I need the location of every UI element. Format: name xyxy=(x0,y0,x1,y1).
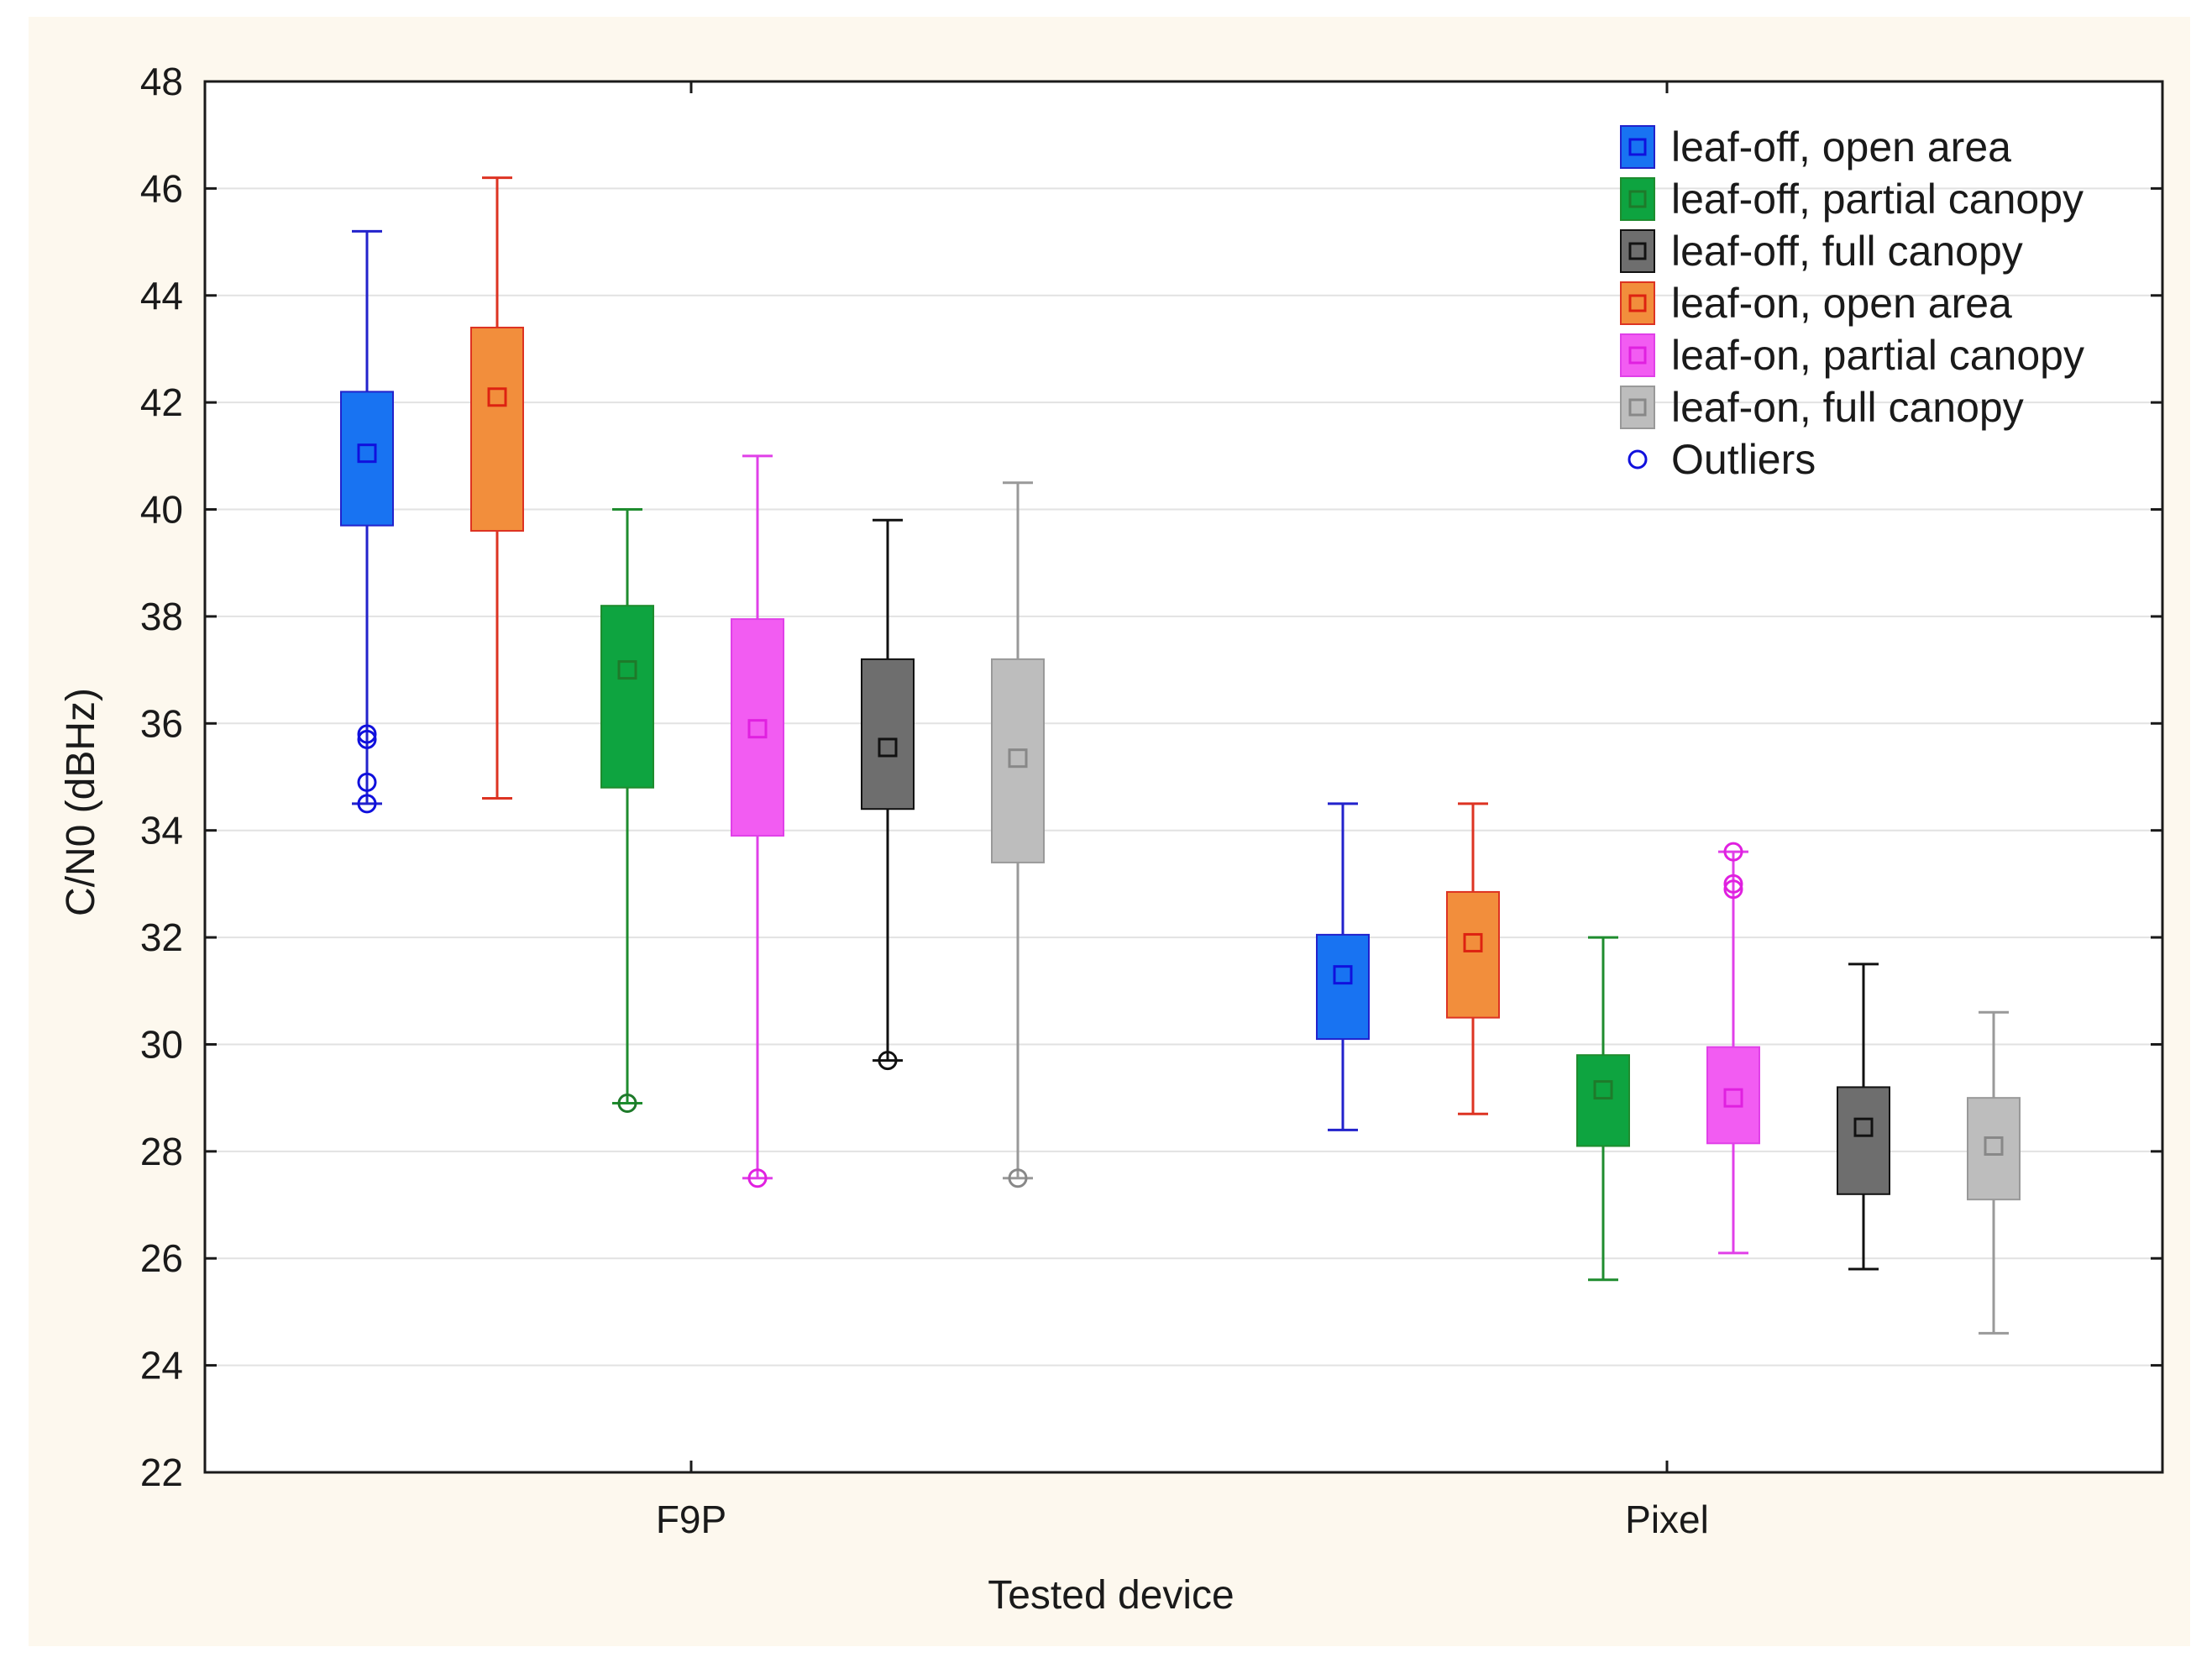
y-tick-label: 28 xyxy=(140,1130,183,1173)
legend-label: leaf-off, open area xyxy=(1671,123,2011,170)
outlier-point xyxy=(747,1168,768,1188)
y-axis-title: C/N0 (dBHz) xyxy=(59,688,103,916)
box-body xyxy=(731,618,784,837)
outlier-point xyxy=(617,1094,637,1114)
box-pixel xyxy=(1576,936,1630,1282)
y-tick-label: 48 xyxy=(140,60,183,103)
legend-label: leaf-off, partial canopy xyxy=(1671,176,2084,223)
y-tick-label: 36 xyxy=(140,701,183,745)
box-pixel xyxy=(1706,842,1760,1255)
box-f9p xyxy=(600,508,654,1114)
mean-marker xyxy=(617,660,637,680)
box-pixel xyxy=(1837,963,1890,1271)
legend-swatch xyxy=(1620,125,1655,169)
grid-lines xyxy=(205,187,2162,1367)
legend-outlier-icon xyxy=(1628,449,1648,470)
mean-marker xyxy=(1593,1080,1613,1100)
y-tick-label: 26 xyxy=(140,1236,183,1280)
box-body xyxy=(1576,1054,1630,1147)
mean-marker xyxy=(357,443,377,464)
outlier-point xyxy=(1008,1168,1028,1188)
box-body xyxy=(1446,890,1500,1019)
box-f9p xyxy=(731,454,784,1188)
box-f9p xyxy=(470,176,524,800)
x-tick-label: F9P xyxy=(656,1498,726,1541)
y-tick-label: 46 xyxy=(140,166,183,210)
outlier-point xyxy=(1723,842,1743,862)
box-body xyxy=(470,326,524,532)
y-tick-label: 38 xyxy=(140,595,183,638)
box-series xyxy=(340,176,2021,1335)
box-body xyxy=(1706,1046,1760,1145)
box-body xyxy=(861,658,915,811)
box-body xyxy=(1837,1086,1890,1195)
mean-marker xyxy=(1723,1088,1743,1108)
mean-marker xyxy=(487,387,507,407)
mean-marker xyxy=(878,737,898,758)
outlier-point xyxy=(878,1051,898,1071)
y-tick-label: 40 xyxy=(140,488,183,532)
box-f9p xyxy=(861,518,915,1071)
box-body xyxy=(600,605,654,789)
y-tick-label: 32 xyxy=(140,915,183,959)
x-tick-label: Pixel xyxy=(1625,1498,1709,1541)
outlier-point xyxy=(1723,879,1743,900)
box-pixel xyxy=(1967,1010,2021,1335)
y-tick-label: 22 xyxy=(140,1451,183,1494)
y-tick-label: 44 xyxy=(140,274,183,317)
y-tick-label: 30 xyxy=(140,1022,183,1066)
legend-marker xyxy=(1628,398,1647,417)
legend-label-outliers: Outliers xyxy=(1671,436,1816,483)
mean-marker xyxy=(1853,1117,1874,1137)
outlier-point xyxy=(357,794,377,814)
legend-label: leaf-on, open area xyxy=(1671,280,2012,327)
box-body xyxy=(991,658,1045,863)
box-pixel xyxy=(1446,802,1500,1115)
outlier-point xyxy=(357,772,377,792)
legend-marker xyxy=(1628,190,1647,208)
legend-label: leaf-on, partial canopy xyxy=(1671,332,2084,379)
legend-marker xyxy=(1628,294,1647,312)
x-axis-title: Tested device xyxy=(988,1573,1234,1618)
y-tick-label: 34 xyxy=(140,809,183,852)
legend-marker xyxy=(1628,346,1647,365)
legend-label: leaf-on, full canopy xyxy=(1671,384,2024,431)
legend-marker xyxy=(1628,242,1647,260)
legend-label: leaf-off, full canopy xyxy=(1671,228,2023,275)
x-axis: F9P Pixel xyxy=(656,81,1709,1541)
box-f9p xyxy=(340,229,394,814)
legend-swatch xyxy=(1620,229,1655,273)
outlier-point xyxy=(1723,873,1743,894)
mean-marker xyxy=(1984,1136,2004,1156)
plot-frame xyxy=(203,80,2164,1474)
mean-marker xyxy=(1008,748,1028,769)
box-body xyxy=(340,391,394,527)
box-body xyxy=(1316,933,1370,1041)
plot-area xyxy=(205,81,2162,1472)
y-tick-label: 42 xyxy=(140,380,183,424)
legend-swatch xyxy=(1620,386,1655,429)
legend-swatch xyxy=(1620,333,1655,377)
legend-swatch xyxy=(1620,177,1655,221)
box-f9p xyxy=(991,481,1045,1188)
legend-marker xyxy=(1628,138,1647,156)
legend-swatch xyxy=(1620,281,1655,325)
box-pixel xyxy=(1316,802,1370,1131)
mean-marker xyxy=(1333,965,1353,985)
outlier-point xyxy=(357,729,377,749)
y-tick-label: 24 xyxy=(140,1344,183,1388)
mean-marker xyxy=(747,719,768,739)
outlier-point xyxy=(357,724,377,744)
legend: leaf-off, open area leaf-off, partial can… xyxy=(1620,123,2084,483)
box-body xyxy=(1967,1097,2021,1201)
mean-marker xyxy=(1463,932,1483,952)
